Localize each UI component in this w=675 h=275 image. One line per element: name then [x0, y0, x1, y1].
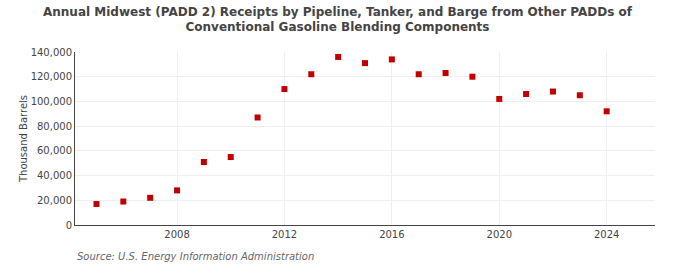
svg-text:2024: 2024 — [594, 229, 619, 240]
svg-text:0: 0 — [66, 220, 72, 231]
svg-text:40,000: 40,000 — [37, 170, 72, 181]
svg-text:140,000: 140,000 — [31, 47, 72, 58]
svg-text:20,000: 20,000 — [37, 195, 72, 206]
svg-text:Annual Midwest (PADD 2) Receip: Annual Midwest (PADD 2) Receipts by Pipe… — [43, 5, 633, 35]
svg-text:Thousand Barrels: Thousand Barrels — [18, 95, 29, 183]
svg-text:2012: 2012 — [272, 229, 297, 240]
svg-text:2016: 2016 — [379, 229, 404, 240]
svg-text:60,000: 60,000 — [37, 145, 72, 156]
svg-text:120,000: 120,000 — [31, 71, 72, 82]
svg-text:80,000: 80,000 — [37, 121, 72, 132]
svg-text:2020: 2020 — [487, 229, 512, 240]
svg-text:2008: 2008 — [164, 229, 189, 240]
svg-text:100,000: 100,000 — [31, 96, 72, 107]
svg-text:Source: U.S. Energy Informatio: Source: U.S. Energy Information Administ… — [77, 251, 314, 262]
